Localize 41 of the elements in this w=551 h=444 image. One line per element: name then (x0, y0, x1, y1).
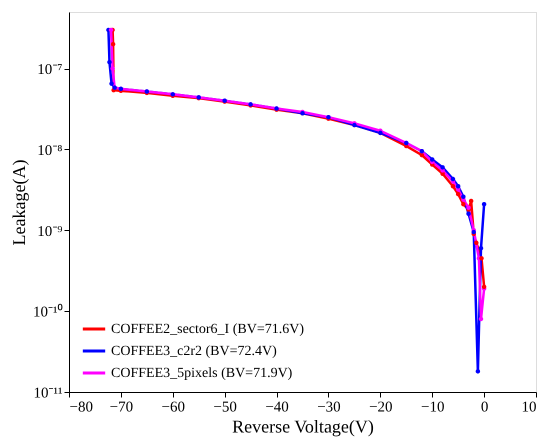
x-tick-label: 10 (522, 400, 536, 416)
legend-label: COFFEE3_5pixels (BV=71.9V) (111, 366, 293, 381)
point (456, 184, 460, 188)
x-tick-label: 0 (480, 400, 488, 416)
x-tick-label: −80 (70, 400, 93, 416)
x-tick-label: −50 (213, 400, 237, 416)
point (461, 194, 466, 199)
point (482, 202, 486, 206)
y-tick-label: 10⁻⁷ (37, 62, 62, 78)
point (440, 165, 445, 170)
legend-label: COFFEE3_c2r2 (BV=72.4V) (111, 344, 278, 359)
point (110, 42, 116, 46)
y-tick-label: 10⁻¹¹ (34, 386, 62, 402)
point (450, 176, 456, 182)
point (456, 192, 460, 196)
x-tick-label: −10 (420, 400, 444, 416)
x-tick-label: −30 (317, 400, 341, 416)
point (420, 152, 424, 158)
point (450, 184, 456, 188)
point (430, 157, 434, 162)
point (461, 202, 466, 206)
y-tick-label: 10⁻⁹ (37, 224, 62, 240)
y-tick-label: 10⁻⁸ (37, 142, 62, 159)
y-tick-label: 10⁻¹⁰ (33, 304, 62, 321)
legend-label: COFFEE2_sector6_I (BV=71.6V) (111, 322, 304, 337)
point (468, 198, 474, 204)
point (109, 81, 114, 86)
point (478, 316, 484, 322)
x-axis-title: Reverse Voltage(V) (232, 416, 374, 436)
point (478, 246, 484, 250)
point (107, 60, 112, 64)
point (479, 256, 484, 261)
point (476, 369, 480, 374)
point (474, 240, 479, 246)
point (110, 66, 115, 71)
x-tick-label: −60 (162, 400, 186, 416)
x-tick-label: −20 (369, 400, 393, 416)
point (466, 212, 471, 216)
y-axis-title: Leakage(A) (9, 160, 30, 246)
x-tick-label: −40 (265, 400, 289, 416)
x-tick-label: −70 (110, 400, 134, 416)
